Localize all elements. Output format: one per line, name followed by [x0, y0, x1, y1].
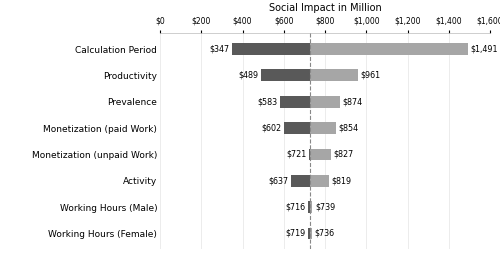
- Bar: [308, 201, 310, 213]
- Bar: [284, 122, 310, 134]
- Bar: [310, 96, 340, 108]
- Bar: [232, 43, 310, 55]
- Text: $961: $961: [360, 71, 381, 80]
- Legend: Low, High: Low, High: [288, 276, 362, 277]
- Text: $583: $583: [258, 97, 278, 106]
- Text: $854: $854: [338, 124, 358, 133]
- Text: $347: $347: [209, 45, 229, 53]
- Text: $719: $719: [286, 229, 306, 238]
- Bar: [310, 43, 468, 55]
- Bar: [310, 70, 358, 81]
- Text: $637: $637: [269, 176, 289, 185]
- Bar: [310, 201, 312, 213]
- Bar: [310, 122, 336, 134]
- Bar: [310, 228, 312, 239]
- Bar: [308, 148, 310, 160]
- Bar: [280, 96, 310, 108]
- Text: $819: $819: [332, 176, 351, 185]
- Text: $489: $489: [238, 71, 258, 80]
- Text: $721: $721: [286, 150, 306, 159]
- Text: $874: $874: [342, 97, 363, 106]
- Text: $716: $716: [285, 203, 305, 212]
- Text: $602: $602: [262, 124, 281, 133]
- Bar: [308, 228, 310, 239]
- Text: $827: $827: [333, 150, 353, 159]
- Bar: [292, 175, 310, 187]
- Text: $736: $736: [314, 229, 334, 238]
- Text: $1,491: $1,491: [470, 45, 498, 53]
- Bar: [310, 175, 329, 187]
- Text: $739: $739: [315, 203, 335, 212]
- Bar: [261, 70, 310, 81]
- Title: Social Impact in Million: Social Impact in Million: [268, 3, 382, 13]
- Bar: [310, 148, 330, 160]
